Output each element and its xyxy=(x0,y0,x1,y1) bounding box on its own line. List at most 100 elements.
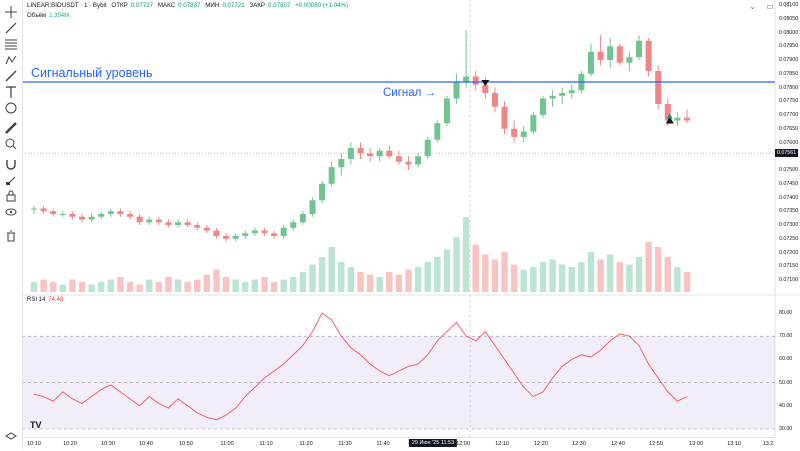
sell-marker-icon xyxy=(481,80,490,86)
brush-icon[interactable] xyxy=(3,68,19,84)
candle-body xyxy=(223,236,230,239)
open-value: 0.07727 xyxy=(130,2,154,9)
volume-bar xyxy=(40,279,47,292)
more-icon[interactable]: ⋯ xyxy=(784,2,792,11)
high-value: 0.07837 xyxy=(178,2,201,9)
candle-body xyxy=(107,211,114,214)
maximize-icon[interactable]: ▭ xyxy=(766,2,774,11)
volume-bar xyxy=(88,284,95,292)
candle-body xyxy=(463,76,470,82)
magnet-icon[interactable] xyxy=(3,156,19,172)
arrow-right-icon: → xyxy=(421,87,437,99)
drawing-toolbar xyxy=(0,0,23,450)
candle-body xyxy=(559,93,566,96)
candle-body xyxy=(59,214,66,215)
price-axis[interactable]: 0.08100 0.08050 0.08000 0.07950 0.07900 0.078… xyxy=(775,0,800,440)
volume-bar xyxy=(683,272,691,292)
volume-bar xyxy=(587,252,595,292)
time-tick-label: 11:00 xyxy=(220,441,234,447)
close-value: 0.07807 xyxy=(268,2,291,9)
time-tick-label: 12:00 xyxy=(456,441,470,447)
candle-body xyxy=(549,95,556,99)
candle-body xyxy=(309,200,316,214)
candle-body xyxy=(607,46,614,60)
rsi-legend[interactable]: RSI 14 74.48 xyxy=(27,297,63,303)
layers-icon[interactable] xyxy=(3,428,19,444)
candle-body xyxy=(367,153,374,157)
price-tick-label: 0.07600 xyxy=(779,139,799,146)
candle-body xyxy=(626,57,633,63)
signal-level-label[interactable]: Сигнальный уровень xyxy=(31,66,153,80)
fib-icon[interactable] xyxy=(3,36,19,52)
time-tick-label: 11:30 xyxy=(338,441,352,447)
candle-body xyxy=(69,214,76,217)
time-tick-label: 13:10 xyxy=(727,441,741,447)
symbol-title[interactable]: LINEAR:BIOUSDT · 1 · Bybit xyxy=(27,2,107,9)
price-tick-label: 0.07250 xyxy=(779,235,799,242)
candle-body xyxy=(146,219,153,223)
volume-bar xyxy=(664,257,671,292)
price-tick-label: 0.07200 xyxy=(779,249,799,256)
volume-bar xyxy=(318,257,326,292)
volume-bar xyxy=(443,249,451,292)
text-icon[interactable] xyxy=(3,84,19,100)
candle-body xyxy=(453,82,460,99)
volume-legend[interactable]: Объём 1.354M xyxy=(27,13,69,19)
lock-drawing-icon[interactable] xyxy=(3,172,19,188)
time-tick-label: 12:40 xyxy=(611,441,625,447)
low-label: МИН xyxy=(205,2,220,9)
tradingview-logo[interactable]: TV xyxy=(30,420,42,430)
price-tick-label: 0.07350 xyxy=(779,208,799,215)
time-tick-label: 10:30 xyxy=(101,441,115,447)
candle-body xyxy=(232,236,239,239)
candle-body xyxy=(443,98,450,124)
trend-line-icon[interactable] xyxy=(3,20,19,36)
ruler-icon[interactable] xyxy=(3,120,19,136)
candle-body xyxy=(319,183,326,201)
time-tick-label: 13:2 xyxy=(762,441,774,447)
volume-bar xyxy=(568,267,575,292)
zoom-icon[interactable] xyxy=(3,136,19,152)
candle-body xyxy=(251,230,258,234)
candle-body xyxy=(338,159,345,168)
chart-grid xyxy=(22,0,800,437)
lock-icon[interactable] xyxy=(3,188,19,204)
volume-bar xyxy=(338,262,345,292)
trash-icon[interactable] xyxy=(3,228,19,244)
change-value: +0.00080 (+1.04%) xyxy=(295,2,349,9)
rsi-tick-label: 60.00 xyxy=(779,356,793,363)
plot-background xyxy=(22,0,775,437)
volume-bar xyxy=(386,272,393,292)
price-tick-label: 0.07750 xyxy=(779,98,799,105)
volume-bar xyxy=(366,274,374,292)
crosshair-icon[interactable] xyxy=(3,4,19,20)
candle-body xyxy=(261,230,268,234)
volume-bar xyxy=(501,252,508,292)
candle-body xyxy=(511,128,518,137)
volume-value: 1.354M xyxy=(49,13,70,19)
volume-bar xyxy=(626,264,633,292)
collapse-icon[interactable]: ⌄ xyxy=(749,2,756,11)
emoji-icon[interactable] xyxy=(3,100,19,116)
candle-body xyxy=(645,40,652,71)
volume-bar xyxy=(290,277,297,292)
candle-body xyxy=(635,40,642,58)
rsi-band xyxy=(22,335,775,430)
volume-bar xyxy=(654,247,662,292)
pattern-icon[interactable] xyxy=(3,52,19,68)
candlesticks xyxy=(22,29,775,242)
time-axis[interactable]: 10:10 10:20 10:30 10:40 10:50 11:00 11:10 11:20… xyxy=(22,437,775,451)
buy-marker-tip-icon xyxy=(666,113,673,119)
top-right-controls: ⌄ ▭ ⋯ xyxy=(741,2,792,11)
eye-icon[interactable] xyxy=(3,204,19,220)
candle-body xyxy=(530,115,537,132)
symbol-legend[interactable]: LINEAR:BIOUSDT · 1 · Bybit ОТКР 0.07727 М… xyxy=(27,2,351,9)
volume-bar xyxy=(107,279,115,292)
signal-label[interactable]: Сигнал → xyxy=(383,87,436,99)
volume-bar xyxy=(213,269,220,292)
open-label: ОТКР xyxy=(111,2,128,9)
price-tick-label: 0.07400 xyxy=(779,194,799,201)
price-tick-label: 0.07300 xyxy=(779,222,799,228)
time-tick-label: 10:10 xyxy=(27,441,41,447)
